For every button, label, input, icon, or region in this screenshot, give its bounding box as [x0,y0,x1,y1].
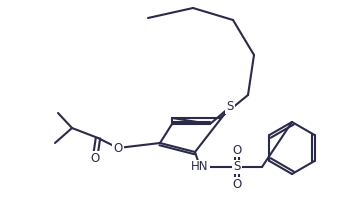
Text: S: S [226,101,234,114]
Text: S: S [233,160,241,173]
Text: O: O [113,141,123,154]
Text: O: O [90,152,100,164]
Text: O: O [232,177,242,191]
Text: HN: HN [191,160,209,173]
Text: O: O [232,143,242,156]
